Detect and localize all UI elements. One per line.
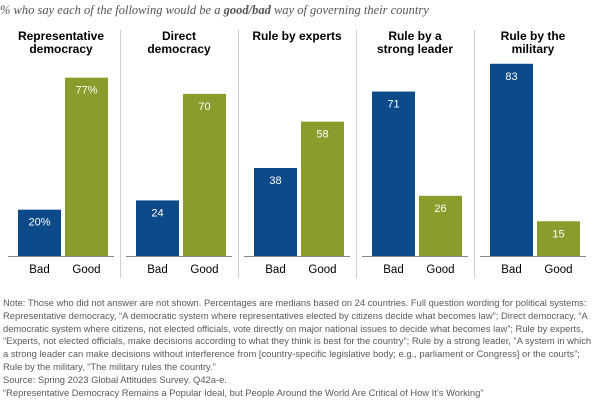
bar-value-label: 58 — [316, 129, 328, 141]
source-text: Source: Spring 2023 Global Attitudes Sur… — [3, 373, 227, 385]
good-bar — [419, 195, 462, 256]
bar-value-label: 83 — [505, 71, 517, 83]
bad-bar — [254, 167, 297, 256]
category-label: Good — [190, 264, 218, 276]
bad-bar — [372, 91, 415, 257]
group-title-line: Direct — [162, 29, 196, 43]
category-label: Bad — [383, 264, 403, 276]
bar-value-label: 26 — [434, 203, 446, 215]
category-label: Good — [544, 264, 572, 276]
chart-subtitle: % who say each of the following would be… — [0, 3, 600, 18]
bar-value-label: 15 — [552, 228, 564, 240]
group-title-line: democracy — [29, 42, 93, 56]
category-label: Bad — [147, 264, 167, 276]
category-label: Good — [72, 264, 100, 276]
category-label: Good — [426, 264, 454, 276]
subtitle-prefix: % who say each of the following would be… — [0, 3, 224, 17]
good-bar — [65, 77, 108, 256]
bad-bar — [18, 209, 61, 256]
category-label: Bad — [29, 264, 49, 276]
group-title-line: strong leader — [377, 42, 453, 56]
bad-bar — [136, 200, 179, 256]
bad-bar — [490, 63, 533, 256]
subtitle-slash: / — [248, 3, 253, 17]
bar-value-label: 24 — [151, 207, 163, 219]
subtitle-bad: bad — [252, 3, 271, 17]
bar-value-label: 20% — [28, 217, 50, 229]
group-title-line: Representative — [18, 29, 104, 43]
group-title-line: democracy — [147, 42, 211, 56]
bar-value-label: 71 — [387, 99, 399, 111]
report-title: “Representative Democracy Remains a Popu… — [3, 386, 484, 398]
subtitle-suffix: way of governing their country — [270, 3, 429, 17]
bar-value-label: 70 — [198, 101, 210, 113]
bar-chart: Representativedemocracy20%Bad77%GoodDire… — [8, 29, 586, 278]
group-title-line: military — [512, 42, 555, 56]
bar-value-label: 38 — [269, 175, 281, 187]
subtitle-good: good — [223, 3, 249, 17]
note-text: Note: Those who did not answer are not s… — [3, 297, 592, 372]
good-bar — [537, 221, 580, 256]
group-title-line: Rule by the — [501, 29, 566, 43]
category-label: Bad — [501, 264, 521, 276]
chart-notes: Note: Those who did not answer are not s… — [3, 297, 597, 399]
good-bar — [301, 121, 344, 256]
bar-value-label: 77% — [75, 85, 97, 97]
group-title-line: Rule by experts — [252, 29, 342, 43]
good-bar — [183, 93, 226, 256]
category-label: Bad — [265, 264, 285, 276]
category-label: Good — [308, 264, 336, 276]
group-title-line: Rule by a — [388, 29, 442, 43]
